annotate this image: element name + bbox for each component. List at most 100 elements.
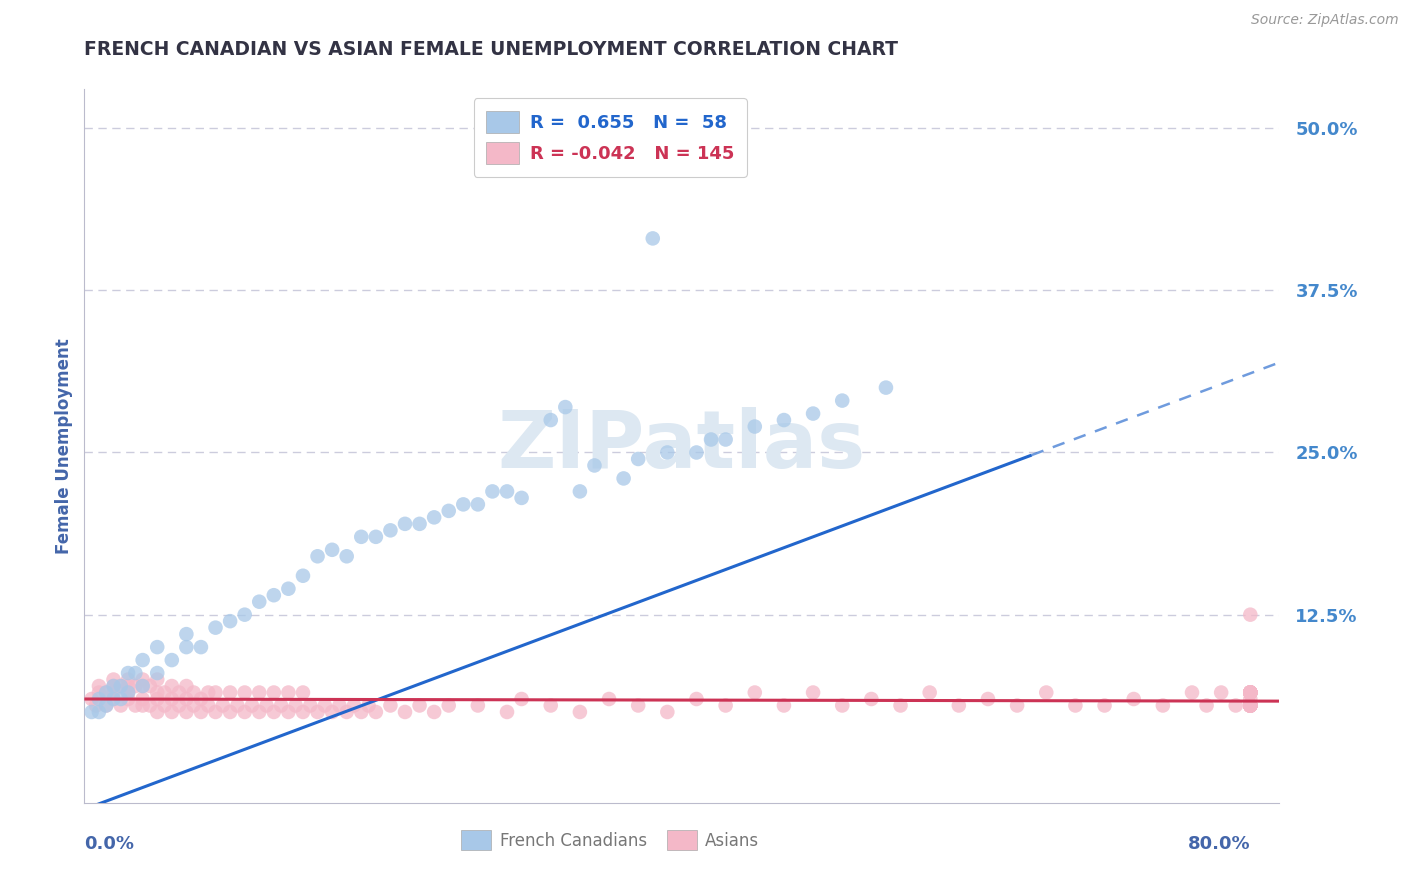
Point	[408, 698, 430, 713]
Point	[291, 568, 314, 582]
Point	[1239, 698, 1261, 713]
Point	[219, 614, 242, 628]
Point	[627, 698, 650, 713]
Point	[146, 692, 169, 706]
Point	[84, 698, 107, 713]
Point	[160, 653, 183, 667]
Point	[110, 679, 132, 693]
Point	[167, 685, 190, 699]
Point	[773, 698, 796, 713]
Point	[1239, 685, 1261, 699]
Point	[1239, 692, 1261, 706]
Point	[1239, 698, 1261, 713]
Point	[103, 692, 125, 706]
Y-axis label: Female Unemployment: Female Unemployment	[55, 338, 73, 554]
Point	[336, 549, 359, 564]
Point	[1239, 685, 1261, 699]
Point	[598, 692, 620, 706]
Point	[247, 685, 270, 699]
Point	[103, 679, 125, 693]
Point	[233, 685, 256, 699]
Point	[1239, 685, 1261, 699]
Point	[1005, 698, 1028, 713]
Point	[1239, 685, 1261, 699]
Point	[918, 685, 941, 699]
Point	[641, 231, 664, 245]
Point	[117, 679, 139, 693]
Point	[1239, 685, 1261, 699]
Point	[1225, 698, 1247, 713]
Point	[190, 640, 212, 654]
Point	[1239, 685, 1261, 699]
Text: ZIPatlas: ZIPatlas	[498, 407, 866, 485]
Point	[1239, 698, 1261, 713]
Point	[831, 393, 853, 408]
Point	[1239, 685, 1261, 699]
Point	[336, 705, 359, 719]
Point	[1239, 685, 1261, 699]
Point	[233, 607, 256, 622]
Point	[657, 705, 679, 719]
Point	[110, 698, 132, 713]
Point	[1239, 685, 1261, 699]
Point	[103, 679, 125, 693]
Point	[204, 621, 226, 635]
Point	[1239, 685, 1261, 699]
Point	[1239, 698, 1261, 713]
Point	[176, 692, 198, 706]
Point	[110, 692, 132, 706]
Text: 0.0%: 0.0%	[84, 835, 135, 853]
Point	[240, 698, 263, 713]
Point	[1239, 698, 1261, 713]
Point	[496, 705, 519, 719]
Point	[831, 698, 853, 713]
Point	[263, 705, 285, 719]
Point	[299, 698, 322, 713]
Point	[364, 530, 387, 544]
Point	[568, 484, 591, 499]
Point	[247, 595, 270, 609]
Point	[364, 705, 387, 719]
Point	[176, 679, 198, 693]
Point	[1064, 698, 1087, 713]
Point	[124, 679, 146, 693]
Point	[117, 666, 139, 681]
Point	[380, 698, 402, 713]
Point	[80, 705, 103, 719]
Point	[1239, 698, 1261, 713]
Point	[380, 524, 402, 538]
Text: FRENCH CANADIAN VS ASIAN FEMALE UNEMPLOYMENT CORRELATION CHART: FRENCH CANADIAN VS ASIAN FEMALE UNEMPLOY…	[84, 40, 898, 59]
Point	[744, 685, 766, 699]
Point	[1211, 685, 1233, 699]
Point	[197, 685, 219, 699]
Point	[1239, 685, 1261, 699]
Point	[321, 705, 343, 719]
Point	[117, 685, 139, 699]
Point	[437, 698, 460, 713]
Point	[270, 698, 292, 713]
Text: 80.0%: 80.0%	[1188, 835, 1250, 853]
Point	[627, 452, 650, 467]
Point	[1239, 698, 1261, 713]
Point	[131, 653, 153, 667]
Point	[307, 705, 329, 719]
Point	[103, 673, 125, 687]
Point	[233, 705, 256, 719]
Point	[87, 692, 110, 706]
Point	[860, 692, 883, 706]
Point	[744, 419, 766, 434]
Point	[328, 698, 350, 713]
Point	[1239, 685, 1261, 699]
Point	[657, 445, 679, 459]
Point	[96, 698, 118, 713]
Point	[247, 705, 270, 719]
Point	[568, 705, 591, 719]
Point	[190, 692, 212, 706]
Point	[685, 692, 707, 706]
Point	[117, 673, 139, 687]
Point	[131, 673, 153, 687]
Point	[139, 698, 162, 713]
Point	[1035, 685, 1057, 699]
Point	[307, 549, 329, 564]
Point	[80, 692, 103, 706]
